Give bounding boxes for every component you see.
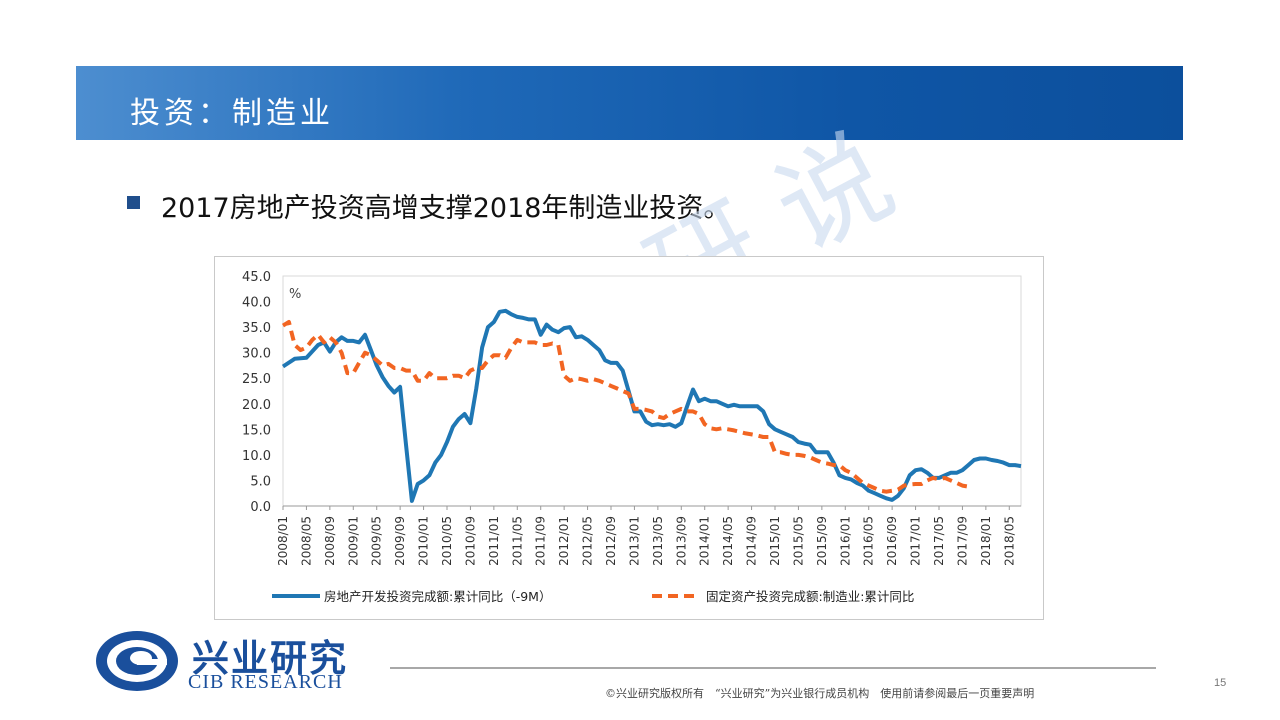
x-tick-label: 2009/01 <box>346 516 360 566</box>
page-number: 15 <box>1214 677 1227 689</box>
x-tick-label: 2013/01 <box>627 516 641 566</box>
unit-label: % <box>289 287 301 302</box>
x-tick-label: 2011/09 <box>534 516 548 566</box>
y-tick-label: 0.0 <box>250 500 271 515</box>
x-tick-label: 2010/05 <box>440 516 454 566</box>
x-tick-label: 2015/01 <box>768 516 782 566</box>
bullet-marker <box>127 196 140 209</box>
logo-text-en: CIB RESEARCH <box>188 671 343 693</box>
x-tick-label: 2016/09 <box>885 516 899 566</box>
x-tick-label: 2014/05 <box>721 516 735 566</box>
x-tick-label: 2012/05 <box>581 516 595 566</box>
bullet-text: 2017房地产投资高增支撑2018年制造业投资。 <box>161 193 731 224</box>
x-tick-label: 2017/09 <box>955 516 969 566</box>
y-axis-ticks: 45.0 40.0 35.0 30.0 25.0 20.0 15.0 10.0 5.0 0.0 <box>242 270 271 515</box>
x-tick-label: 2009/05 <box>370 516 384 566</box>
y-tick-label: 45.0 <box>242 270 271 285</box>
x-tick-label: 2014/09 <box>745 516 759 566</box>
x-tick-label: 2011/01 <box>487 516 501 566</box>
y-tick-label: 10.0 <box>242 449 271 464</box>
footer-disclaimer: ©兴业研究版权所有 “兴业研究”为兴业银行成员机构 使用前请参阅最后一页重要声明 <box>605 687 1035 700</box>
x-tick-label: 2015/05 <box>791 516 805 566</box>
y-tick-label: 25.0 <box>242 372 271 387</box>
x-tick-label: 2008/09 <box>323 516 337 566</box>
x-tick-label: 2012/09 <box>604 516 618 566</box>
y-tick-label: 20.0 <box>242 398 271 413</box>
x-axis-ticks: 2008/01 2008/05 2008/09 2009/01 2009/05 2009/… <box>276 506 1016 566</box>
y-tick-label: 40.0 <box>242 296 271 311</box>
slide-title: 投资：制造业 <box>130 96 334 131</box>
x-tick-label: 2010/09 <box>463 516 477 566</box>
x-tick-label: 2016/01 <box>838 516 852 566</box>
title-bar <box>76 66 1183 140</box>
x-tick-label: 2015/09 <box>815 516 829 566</box>
y-tick-label: 30.0 <box>242 347 271 362</box>
footer-divider <box>390 667 1156 669</box>
y-tick-label: 15.0 <box>242 423 271 438</box>
series-line-1 <box>281 308 1022 503</box>
x-tick-label: 2008/05 <box>299 516 313 566</box>
legend-label-series-1: 房地产开发投资完成额:累计同比（-9M） <box>324 589 551 604</box>
x-tick-label: 2014/01 <box>698 516 712 566</box>
x-tick-label: 2017/01 <box>909 516 923 566</box>
legend-label-series-2: 固定资产投资完成额:制造业:累计同比 <box>706 589 914 604</box>
x-tick-label: 2016/05 <box>862 516 876 566</box>
series-layer <box>281 308 1022 503</box>
x-tick-label: 2013/05 <box>651 516 665 566</box>
x-tick-label: 2008/01 <box>276 516 290 566</box>
x-tick-label: 2017/05 <box>932 516 946 566</box>
x-tick-label: 2012/01 <box>557 516 571 566</box>
x-tick-label: 2009/09 <box>393 516 407 566</box>
x-tick-label: 2013/09 <box>674 516 688 566</box>
x-tick-label: 2011/05 <box>510 516 524 566</box>
x-tick-label: 2018/01 <box>979 516 993 566</box>
cib-logo-icon <box>96 631 178 691</box>
x-tick-label: 2010/01 <box>417 516 431 566</box>
series-line-2 <box>281 320 969 494</box>
logo-text-cn: 兴业研究 <box>192 636 348 680</box>
chart-frame <box>214 256 1044 620</box>
x-tick-label: 2018/05 <box>1002 516 1016 566</box>
y-tick-label: 35.0 <box>242 321 271 336</box>
y-tick-label: 5.0 <box>250 474 271 489</box>
